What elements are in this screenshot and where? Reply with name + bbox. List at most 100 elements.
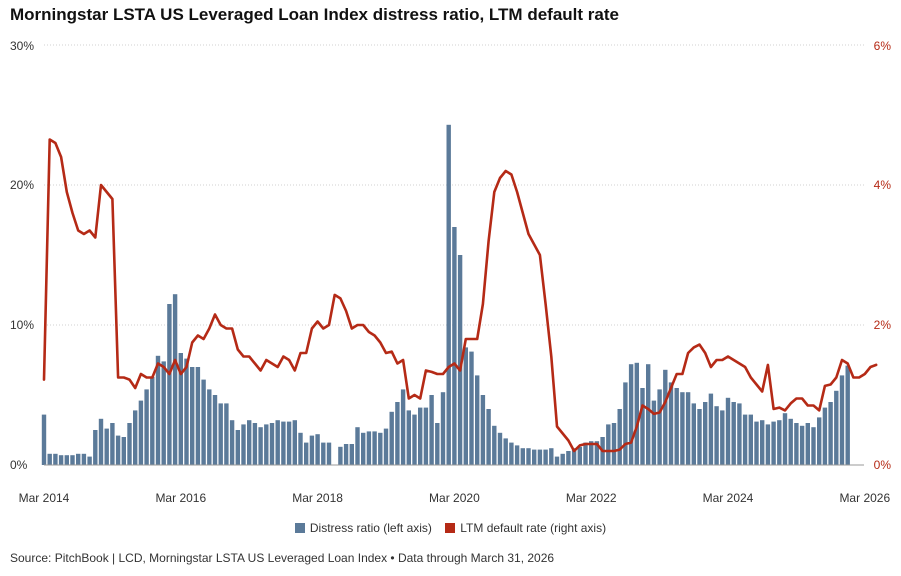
default-rate-line (42, 138, 878, 453)
legend-label-default-rate: LTM default rate (right axis) (460, 521, 607, 535)
distress-ratio-bar (172, 294, 178, 465)
distress-ratio-bar (258, 427, 263, 465)
distress-ratio-bar (606, 424, 611, 465)
distress-ratio-bar (469, 351, 474, 465)
distress-ratio-bar (475, 375, 480, 465)
distress-ratio-bar (326, 442, 332, 465)
distress-ratio-bar (731, 402, 736, 465)
distress-ratio-bar (623, 382, 628, 465)
distress-ratio-bar (480, 395, 486, 465)
distress-ratio-bar (794, 423, 799, 465)
distress-ratio-bar (418, 407, 423, 465)
left-axis-tick-label: 20% (10, 178, 34, 192)
distress-ratio-bar (760, 420, 765, 465)
distress-ratio-bar (845, 365, 850, 465)
distress-ratio-bar (321, 442, 326, 465)
distress-ratio-bar (155, 355, 161, 465)
distress-ratio-bar (241, 424, 246, 465)
distress-ratio-bar (611, 423, 617, 465)
distress-ratio-bar (309, 435, 315, 465)
distress-ratio-bar (195, 367, 201, 465)
distress-ratio-bar (777, 420, 782, 465)
distress-ratio-bar (486, 409, 491, 465)
distress-ratio-bar (577, 446, 582, 465)
distress-ratio-bar (338, 446, 343, 465)
distress-ratio-bar (640, 388, 645, 465)
distress-ratio-bar (691, 403, 696, 465)
distress-ratio-bar (115, 435, 121, 465)
x-axis-tick-label: Mar 2016 (155, 491, 206, 505)
distress-ratio-bar (685, 392, 691, 465)
distress-ratio-bar (235, 430, 240, 465)
distress-ratio-bars (41, 124, 850, 466)
distress-ratio-bar (252, 423, 258, 465)
distress-ratio-bar (549, 448, 554, 465)
distress-ratio-bar (361, 432, 366, 465)
distress-ratio-bar (628, 364, 634, 465)
distress-ratio-bar (292, 420, 297, 465)
distress-ratio-bar (817, 417, 822, 465)
distress-ratio-bar (298, 432, 303, 465)
distress-ratio-bar (446, 124, 451, 466)
distress-ratio-bar (583, 442, 588, 465)
distress-ratio-bar (395, 402, 400, 465)
distress-ratio-bar (435, 423, 440, 465)
distress-ratio-bar (594, 441, 600, 465)
distress-ratio-bar (98, 418, 104, 465)
distress-ratio-bar (554, 456, 560, 465)
distress-ratio-bar (87, 456, 92, 465)
distress-ratio-bar (822, 407, 828, 465)
legend-label-distress-ratio: Distress ratio (left axis) (309, 521, 432, 535)
distress-ratio-bar (532, 449, 537, 465)
distress-ratio-bar (161, 361, 166, 465)
distress-ratio-bar (737, 403, 742, 465)
distress-ratio-bar (765, 424, 771, 465)
distress-ratio-bar (133, 410, 138, 465)
legend-item-default-rate[interactable]: LTM default rate (right axis) (445, 521, 606, 535)
distress-ratio-bar (440, 392, 446, 465)
distress-ratio-bar (286, 421, 292, 465)
x-axis-tick-label: Mar 2022 (566, 491, 617, 505)
distress-ratio-bar (708, 393, 714, 465)
legend-item-distress-ratio[interactable]: Distress ratio (left axis) (294, 521, 432, 535)
distress-ratio-bar (834, 390, 839, 465)
distress-ratio-bar (81, 453, 87, 465)
distress-ratio-bar (543, 449, 548, 465)
distress-ratio-bar (657, 389, 662, 465)
chart-title: Morningstar LSTA US Leveraged Loan Index… (10, 5, 619, 24)
distress-ratio-bar (355, 427, 360, 465)
distress-ratio-bar (452, 227, 457, 465)
distress-ratio-bar (144, 389, 149, 465)
distress-ratio-bar (400, 389, 406, 465)
distress-ratio-bar (93, 430, 98, 465)
distress-ratio-bar (771, 421, 776, 465)
source-note: Source: PitchBook | LCD, Morningstar LST… (10, 551, 555, 565)
x-axis-tick-label: Mar 2018 (292, 491, 343, 505)
distress-ratio-bar (514, 445, 520, 465)
distress-ratio-bar (178, 353, 183, 465)
distress-ratio-bar (725, 397, 731, 465)
distress-ratio-bar (492, 425, 497, 465)
distress-ratio-bar (566, 451, 571, 465)
distress-ratio-bar (212, 395, 218, 465)
legend-swatch-bar (294, 523, 305, 533)
distress-ratio-bar (207, 389, 212, 465)
distress-ratio-bar (64, 455, 69, 465)
distress-ratio-bar (264, 424, 269, 465)
distress-ratio-bar (811, 427, 816, 465)
distress-ratio-bar (754, 421, 759, 465)
distress-ratio-bar (537, 449, 543, 465)
distress-ratio-bar (571, 448, 577, 465)
distress-ratio-bar (121, 437, 126, 465)
distress-ratio-bar (680, 392, 685, 465)
distress-ratio-bar (697, 409, 702, 465)
distress-ratio-bar (389, 411, 394, 465)
distress-ratio-bar (742, 414, 748, 465)
distress-ratio-bar (76, 453, 81, 465)
distress-ratio-bar (366, 431, 372, 465)
distress-ratio-bar (782, 413, 788, 465)
legend-swatch-line (445, 523, 456, 533)
distress-ratio-bar (714, 406, 719, 465)
distress-ratio-bar (748, 414, 753, 465)
right-axis-tick-label: 6% (874, 39, 892, 53)
